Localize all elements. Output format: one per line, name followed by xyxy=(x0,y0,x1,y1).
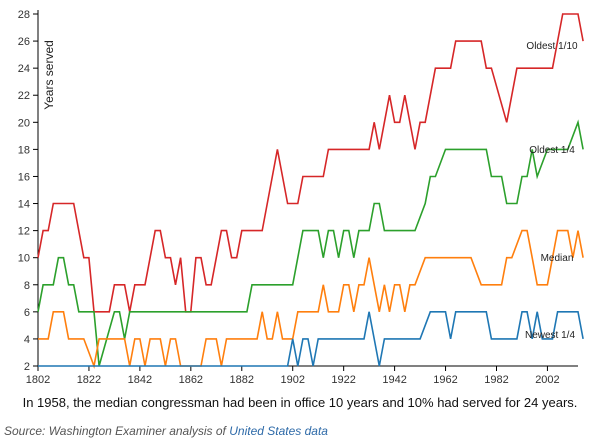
series-line-newest-1-4 xyxy=(38,311,584,367)
x-tick-label: 1962 xyxy=(433,374,457,386)
series-lines xyxy=(37,13,584,369)
y-tick-label: 26 xyxy=(18,36,30,48)
source-link[interactable]: United States data xyxy=(229,424,328,438)
y-tick-label: 18 xyxy=(18,144,30,156)
x-tick-label: 1982 xyxy=(484,374,508,386)
source-note: Source: Washington Examiner analysis of … xyxy=(4,424,328,438)
y-tick-label: 10 xyxy=(18,253,30,265)
source-prefix: Source: Washington Examiner analysis of xyxy=(4,424,230,438)
chart-caption: In 1958, the median congressman had been… xyxy=(22,395,578,410)
y-axis-label: Years served xyxy=(42,40,56,110)
y-tick-label: 16 xyxy=(18,171,30,183)
y-tick-label: 24 xyxy=(18,63,30,75)
series-line-median xyxy=(38,229,584,369)
x-tick-label: 1842 xyxy=(128,374,152,386)
x-tick-label: 1922 xyxy=(331,374,355,386)
series-line-oldest-1-4 xyxy=(37,119,584,367)
y-tick-label: 14 xyxy=(18,199,30,211)
y-tick-label: 2 xyxy=(24,361,30,373)
series-labels: Oldest 1/10 Oldest 1/4 Median Newest 1/4 xyxy=(525,41,578,341)
series-label-median: Median xyxy=(541,253,574,264)
y-tick-label: 8 xyxy=(24,280,30,292)
y-tick-label: 22 xyxy=(18,90,30,102)
y-tick-label: 28 xyxy=(18,9,30,21)
y-tick-label: 4 xyxy=(24,334,30,346)
series-label-newest-1-4: Newest 1/4 xyxy=(525,330,575,341)
x-tick-label: 1942 xyxy=(382,374,406,386)
x-tick-label: 1862 xyxy=(179,374,203,386)
y-tick-label: 20 xyxy=(18,117,30,129)
x-tick-label: 1822 xyxy=(77,374,101,386)
x-tick-label: 1802 xyxy=(26,374,50,386)
series-line-oldest-1-10 xyxy=(37,13,584,313)
y-tick-label: 6 xyxy=(24,307,30,319)
x-tick-label: 1902 xyxy=(280,374,304,386)
y-tick-label: 12 xyxy=(18,226,30,238)
series-label-oldest-1-4: Oldest 1/4 xyxy=(529,145,575,156)
x-tick-label: 2002 xyxy=(535,374,559,386)
series-label-oldest-1-10: Oldest 1/10 xyxy=(526,41,578,52)
x-tick-label: 1882 xyxy=(230,374,254,386)
